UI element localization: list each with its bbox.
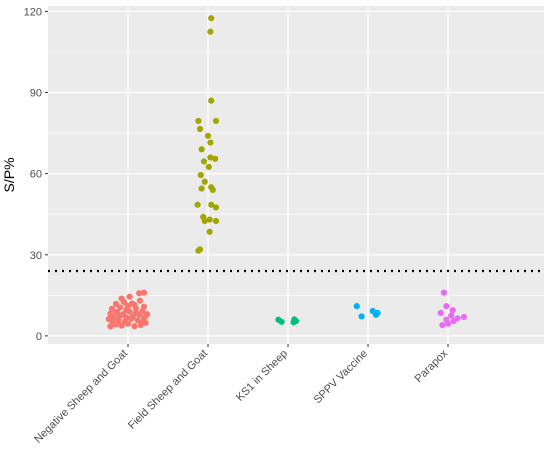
data-point [118, 295, 125, 302]
y-tick-label: 0 [36, 331, 42, 343]
x-tick-label: Field Sheep and Goat [126, 348, 210, 432]
data-point [209, 186, 216, 193]
major-gridlines [48, 6, 544, 344]
data-point [443, 303, 450, 310]
data-point [207, 139, 214, 146]
data-point [206, 216, 213, 223]
x-tick-label: SPPV Vaccine [312, 348, 371, 407]
x-tick-label: KS1 in Sheep [234, 348, 290, 404]
data-point [440, 289, 448, 296]
data-point [353, 303, 360, 310]
data-point [140, 303, 148, 310]
data-point [131, 323, 138, 330]
data-point [108, 305, 116, 312]
x-tick-label: Parapox [413, 347, 451, 385]
data-point [132, 309, 140, 317]
data-point [206, 228, 213, 235]
y-tick-label: 30 [30, 250, 42, 262]
data-point [197, 171, 204, 179]
data-point [139, 319, 146, 326]
data-point [131, 301, 138, 308]
data-point [201, 178, 208, 185]
data-point [123, 306, 130, 314]
data-point [450, 317, 457, 325]
data-point [112, 300, 120, 308]
data-point [201, 217, 208, 225]
data-point [212, 155, 219, 162]
data-point [200, 158, 208, 165]
data-point [448, 312, 455, 319]
data-point [105, 316, 112, 323]
y-axis-title: S/P% [1, 157, 17, 192]
data-point [444, 320, 452, 327]
data-point [198, 146, 205, 153]
data-point [126, 293, 133, 300]
data-point [212, 117, 220, 125]
data-point [107, 323, 114, 330]
data-point [207, 28, 214, 35]
data-point [116, 304, 124, 311]
data-point [208, 97, 215, 104]
data-point [449, 307, 456, 314]
data-point [107, 310, 114, 317]
data-point [437, 309, 444, 317]
data-point [208, 15, 215, 22]
data-point [115, 320, 122, 327]
data-point [212, 217, 220, 225]
data-point [204, 132, 212, 139]
data-point [140, 289, 148, 296]
data-point [212, 204, 220, 211]
y-tick-label: 90 [30, 88, 42, 100]
data-point [374, 309, 381, 317]
data-point [460, 313, 468, 321]
data-point [207, 154, 214, 161]
y-tick-label: 60 [30, 169, 42, 181]
data-point [358, 313, 365, 320]
data-point [144, 311, 151, 318]
data-point [120, 311, 127, 318]
data-point [194, 201, 201, 208]
data-point [290, 319, 297, 326]
data-point [208, 201, 215, 208]
data-point [439, 321, 446, 329]
data-point [196, 125, 204, 133]
data-point [136, 290, 143, 297]
data-point [195, 247, 202, 254]
data-point [136, 297, 144, 304]
data-point [198, 185, 205, 192]
data-point [195, 117, 202, 125]
data-point [278, 318, 285, 325]
y-tick-label: 120 [24, 6, 42, 18]
minor-gridlines [48, 51, 544, 296]
y-axis: 0 30 60 90 120 [24, 6, 48, 343]
data-points [105, 15, 468, 330]
x-tick-label: Negative Sheep and Goat [32, 348, 130, 446]
data-point [205, 163, 212, 170]
data-point [113, 308, 120, 316]
plot-panel [48, 6, 544, 344]
data-point [134, 317, 141, 324]
